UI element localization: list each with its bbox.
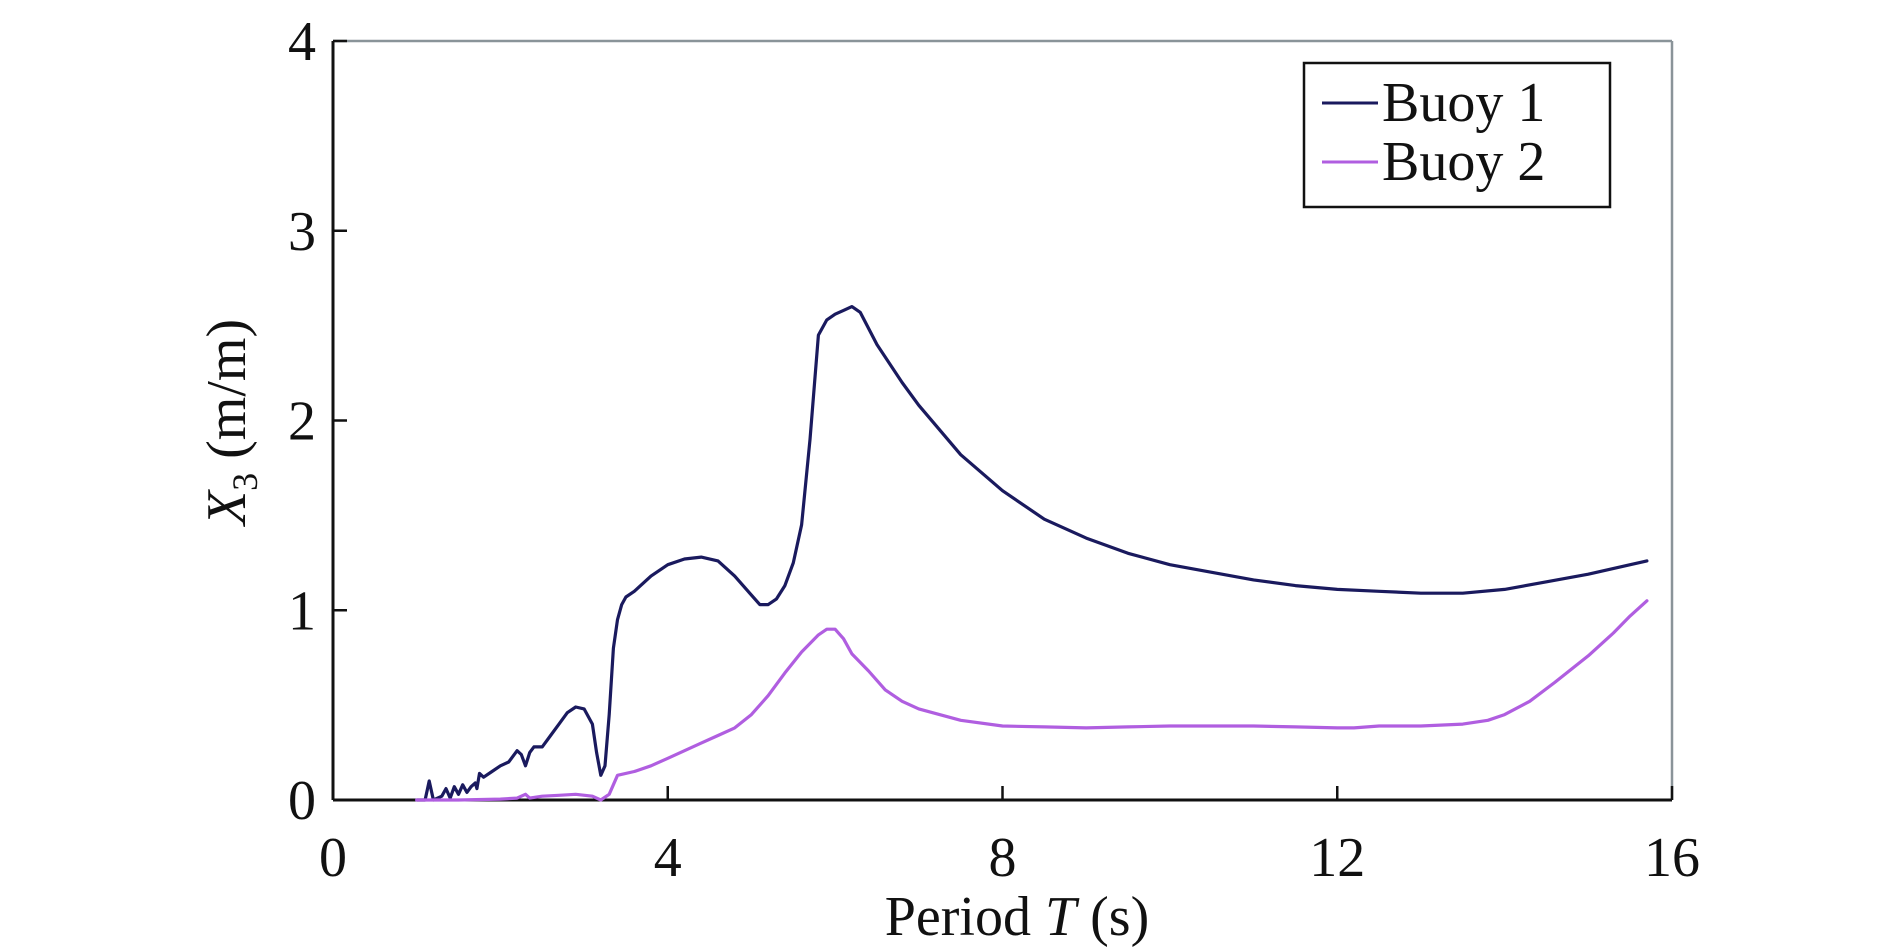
y-axis-title-unit: (m/m) [196,319,258,473]
series-line-buoy-2 [415,599,1649,802]
y-axis-title-subscript: 3 [225,473,265,491]
y-tick-label: 1 [288,580,316,642]
legend-label-buoy-1: Buoy 1 [1382,72,1545,134]
y-axis-title: X3 (m/m) [196,319,265,527]
x-tick-label: 8 [989,827,1017,889]
x-tick-label: 16 [1644,827,1700,889]
legend-box [1302,61,1612,209]
x-tick-label: 12 [1309,827,1365,889]
y-tick-label: 4 [288,11,316,73]
x-axis-title-prefix: Period [885,886,1045,947]
legend: Buoy 1 Buoy 2 [1302,61,1612,209]
x-axis-title: Period T (s) [885,886,1149,947]
y-axis-title-variable: X [196,488,258,527]
y-tick-label: 0 [288,770,316,832]
x-axis-title-unit: (s) [1076,886,1149,947]
x-tick-label: 0 [319,827,347,889]
x-tick-label: 4 [654,827,682,889]
series-layer [415,305,1649,802]
legend-label-buoy-2: Buoy 2 [1382,131,1545,193]
x-axis-title-variable: T [1045,886,1080,947]
y-tick-label: 2 [288,391,316,453]
series-line-buoy-1 [415,305,1649,802]
y-tick-label: 3 [288,201,316,263]
